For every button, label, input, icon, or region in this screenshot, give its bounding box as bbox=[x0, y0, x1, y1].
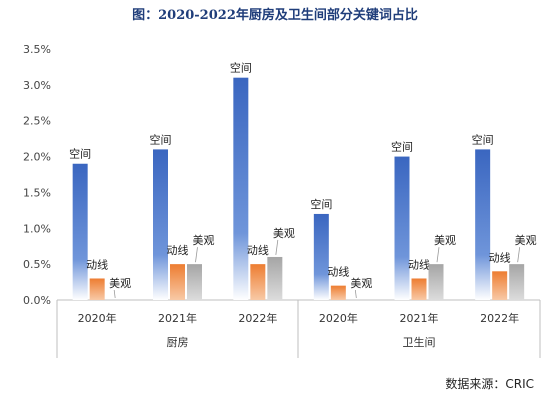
data-label: 美观 bbox=[434, 234, 456, 247]
plot-area: 0.0% 0.5% 1.0% 1.5% 2.0% 2.5% 3.0% 3.5% 厨房 2020年 空… bbox=[23, 43, 541, 358]
bar-动线 bbox=[89, 278, 105, 300]
bar-空间 bbox=[233, 77, 249, 300]
x-tick-label: 2021年 bbox=[158, 311, 197, 325]
data-label: 美观 bbox=[350, 277, 372, 290]
label-leader bbox=[275, 239, 279, 256]
y-tick-label: 2.0% bbox=[23, 151, 51, 164]
bar-空间 bbox=[313, 213, 329, 300]
y-tick-label: 1.5% bbox=[23, 186, 51, 199]
bar-空间 bbox=[153, 149, 168, 300]
data-label: 空间 bbox=[391, 140, 413, 154]
data-label: 动线 bbox=[86, 257, 108, 271]
bar-动线 bbox=[330, 285, 346, 300]
data-label: 空间 bbox=[310, 197, 332, 211]
data-label: 美观 bbox=[515, 234, 537, 247]
data-label: 空间 bbox=[472, 132, 494, 146]
bar-空间 bbox=[72, 163, 88, 300]
y-tick-label: 0.5% bbox=[23, 258, 51, 271]
data-label: 美观 bbox=[193, 234, 215, 247]
data-label: 空间 bbox=[150, 132, 172, 146]
data-label: 美观 bbox=[273, 227, 295, 240]
bar-空间 bbox=[394, 156, 410, 300]
bar-美观 bbox=[428, 264, 444, 300]
bar-动线 bbox=[411, 278, 427, 300]
y-tick-label: 3.0% bbox=[23, 79, 51, 92]
bar-动线 bbox=[170, 264, 185, 300]
y-tick-label: 2.5% bbox=[23, 115, 51, 128]
data-label: 动线 bbox=[167, 243, 189, 257]
label-leader bbox=[113, 289, 116, 299]
group-label: 厨房 bbox=[167, 336, 189, 349]
data-label: 动线 bbox=[489, 250, 511, 264]
label-leader bbox=[436, 247, 440, 263]
data-label: 动线 bbox=[408, 257, 430, 271]
x-tick-label: 2020年 bbox=[78, 311, 117, 325]
bar-动线 bbox=[492, 271, 508, 300]
label-leader bbox=[354, 289, 357, 299]
source-note: 数据来源：CRIC bbox=[445, 376, 534, 391]
data-label: 动线 bbox=[247, 243, 269, 257]
label-leader bbox=[195, 247, 198, 263]
group-label: 卫生间 bbox=[403, 335, 436, 349]
bar-动线 bbox=[250, 264, 266, 300]
data-label: 动线 bbox=[327, 265, 349, 279]
y-tick-label: 0.0% bbox=[23, 294, 51, 307]
bar-美观 bbox=[509, 264, 525, 300]
x-tick-label: 2022年 bbox=[480, 311, 519, 325]
x-tick-label: 2020年 bbox=[319, 311, 358, 325]
data-label: 空间 bbox=[230, 61, 252, 75]
data-label: 空间 bbox=[69, 147, 91, 161]
x-tick-label: 2021年 bbox=[400, 311, 439, 325]
y-tick-label: 1.0% bbox=[23, 222, 51, 235]
chart-title: 图：2020-2022年厨房及卫生间部分关键词占比 bbox=[132, 7, 418, 23]
bar-美观 bbox=[187, 264, 202, 300]
bar-空间 bbox=[475, 149, 491, 300]
y-tick-label: 3.5% bbox=[23, 43, 51, 56]
data-label: 美观 bbox=[109, 277, 131, 290]
label-leader bbox=[517, 247, 521, 263]
bar-美观 bbox=[267, 256, 283, 300]
x-tick-label: 2022年 bbox=[238, 311, 277, 325]
